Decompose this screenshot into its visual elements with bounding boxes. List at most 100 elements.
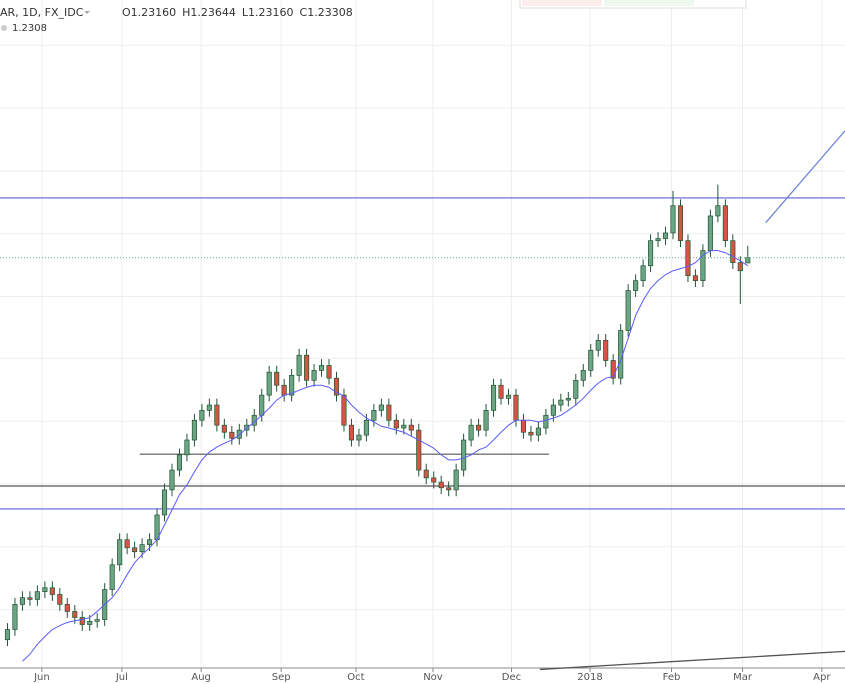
candle-body [730, 240, 736, 263]
candle-body [79, 617, 85, 625]
candle-body [408, 424, 414, 431]
candle-body [431, 477, 437, 483]
candle-body [214, 404, 220, 426]
dropdown-icon [84, 11, 90, 14]
candle-body [27, 597, 33, 600]
candle-body [416, 429, 422, 471]
candle-body [371, 409, 377, 421]
candle-body [117, 539, 123, 566]
ohlc-header: O1.23160 H1.23644 L1.23160 C1.23308 [122, 6, 353, 19]
candle-body [184, 439, 190, 456]
candle-body [87, 620, 93, 625]
candle-body [745, 257, 751, 264]
candle-body [311, 370, 317, 381]
candle-body [446, 487, 452, 491]
candle-body [573, 379, 579, 399]
x-tick-label: Dec [502, 672, 521, 683]
ma-label: 1.2308 [12, 23, 47, 34]
candle-body [109, 564, 115, 590]
candle-body [378, 404, 384, 411]
candle-body [550, 404, 556, 416]
candle-body [199, 409, 205, 421]
candle-body [341, 394, 347, 426]
candle-body [483, 409, 489, 431]
candle-body [348, 424, 355, 441]
ma-icon [1, 25, 7, 31]
candle-body [670, 205, 676, 234]
candle-body [737, 262, 743, 272]
x-tick-label: Jun [33, 672, 50, 683]
candle-body [206, 404, 212, 411]
candle-body [677, 205, 684, 242]
candle-body [535, 427, 541, 436]
candle-body [476, 424, 482, 431]
candle-body [363, 419, 369, 436]
candle-body [12, 604, 18, 630]
candle-body [700, 250, 706, 281]
candle-body [468, 424, 474, 441]
candle-body [333, 377, 340, 396]
candle-body [356, 434, 362, 441]
candle-body [490, 384, 497, 411]
candle-body [57, 594, 63, 605]
candle-body [558, 399, 564, 406]
candle-body [176, 454, 183, 471]
x-tick-label: Nov [423, 672, 443, 683]
candle-body [147, 539, 153, 545]
candle-body [528, 431, 534, 436]
candle-body [722, 205, 728, 242]
candle-body [453, 469, 459, 491]
candle-body [461, 439, 467, 471]
ohlc-label: L1.23160 [242, 6, 294, 19]
candle-body [707, 215, 713, 251]
ohlc-label: C1.23308 [300, 6, 353, 19]
candle-body [513, 394, 519, 421]
candle-body [648, 240, 654, 267]
candles [4, 184, 751, 647]
candle-body [401, 424, 407, 429]
overlay [0, 250, 845, 662]
moving-average [22, 250, 749, 662]
candle-body [132, 547, 138, 553]
candle-body [625, 290, 631, 331]
symbol-label: AR, 1D, FX_IDC [0, 6, 84, 19]
candle-body [72, 611, 78, 618]
candle-body [580, 370, 586, 381]
candle-body [318, 365, 325, 371]
x-tick-label: Sep [272, 672, 291, 683]
x-tick-label: Mar [733, 672, 753, 683]
candle-body [34, 591, 40, 600]
candle-body [229, 431, 235, 439]
top-widget-sell [522, 0, 602, 6]
candle-body [715, 205, 721, 217]
candle-body [289, 375, 295, 396]
x-tick-label: Feb [663, 672, 681, 683]
candle-body [393, 419, 399, 429]
x-tick-label: Apr [813, 672, 831, 683]
top-widget-buy [604, 0, 694, 6]
candle-body [259, 394, 265, 416]
candle-body [42, 587, 48, 593]
candle-body [281, 384, 287, 396]
x-tick-label: 2018 [577, 672, 602, 683]
ohlc-label: O1.23160 [122, 6, 176, 19]
candle-body [610, 360, 616, 379]
candle-body [49, 587, 55, 595]
trend-line [539, 650, 845, 671]
candle-body [692, 275, 698, 281]
candle-body [423, 469, 429, 479]
candle-body [296, 354, 302, 376]
candle-body [662, 232, 669, 239]
candle-body [64, 604, 70, 612]
candle-body [161, 489, 168, 516]
candle-body [565, 397, 571, 401]
candle-body [139, 544, 145, 553]
candle-body [4, 629, 11, 641]
x-tick-label: Aug [191, 672, 211, 683]
candle-body [386, 404, 392, 421]
candle-body [191, 419, 197, 441]
